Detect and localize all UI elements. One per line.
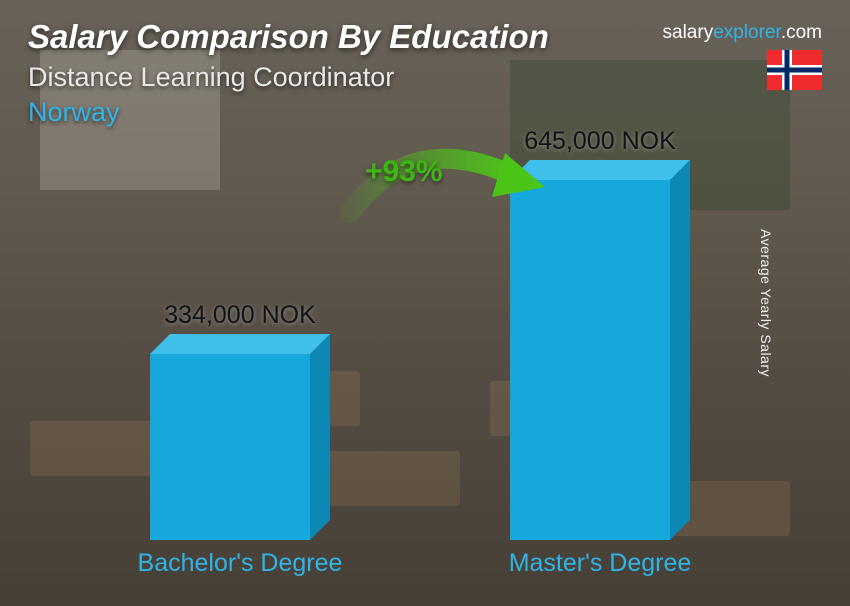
bar-category-label: Bachelor's Degree	[120, 549, 360, 578]
brand-logo: salaryexplorer.com	[663, 22, 822, 44]
brand-part2: explorer	[713, 22, 781, 43]
job-title: Distance Learning Coordinator	[28, 62, 822, 93]
country-name: Norway	[28, 97, 822, 128]
bar-category-label: Master's Degree	[480, 549, 720, 578]
bar-value-label: 334,000 NOK	[120, 301, 360, 330]
norway-flag-icon	[767, 50, 822, 90]
brand-part3: .com	[781, 22, 822, 43]
percent-increase: +93%	[365, 155, 443, 189]
bar-3d	[150, 334, 330, 540]
brand-part1: salary	[663, 22, 714, 43]
